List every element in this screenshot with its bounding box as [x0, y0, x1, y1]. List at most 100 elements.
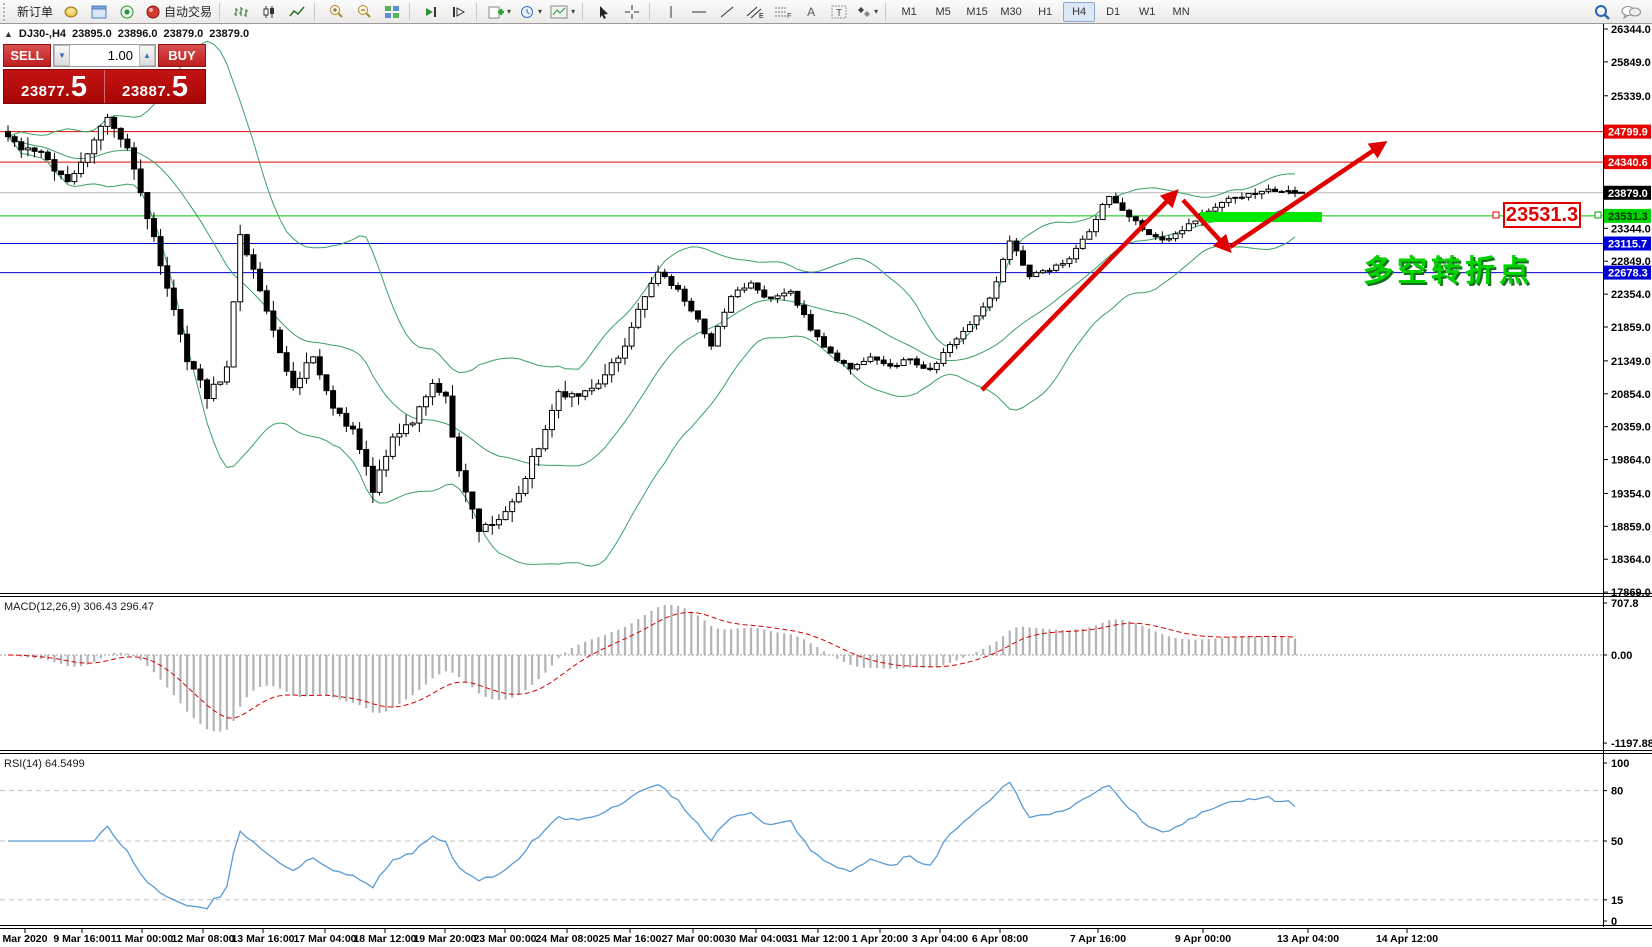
tf-button-M30[interactable]: M30 [1000, 5, 1022, 18]
autotrading-button[interactable]: 自动交易 [141, 1, 216, 23]
zoom-in-button[interactable] [322, 1, 350, 23]
chat-icon [1621, 5, 1641, 19]
volume-value[interactable]: 1.00 [107, 48, 133, 63]
volume-decrease-button[interactable]: ▼ [54, 45, 70, 66]
svg-text:22678.3: 22678.3 [1608, 268, 1648, 280]
svg-text:Mar 2020: Mar 2020 [3, 933, 48, 945]
sell-price[interactable]: 23877. 5 [4, 70, 105, 103]
chat-button[interactable] [1616, 1, 1646, 23]
svg-text:24340.6: 24340.6 [1608, 157, 1648, 169]
bar-chart-icon [234, 6, 249, 17]
svg-text:13 Mar 16:00: 13 Mar 16:00 [231, 933, 294, 945]
ohlc-low: 23879.0 [163, 28, 204, 40]
svg-text:18364.0: 18364.0 [1611, 554, 1651, 566]
buy-price[interactable]: 23887. 5 [105, 70, 205, 103]
svg-text:18859.0: 18859.0 [1611, 521, 1651, 533]
tf-button-H1[interactable]: H1 [1038, 5, 1053, 18]
svg-text:50: 50 [1611, 836, 1623, 848]
macd-value-main: 306.43 [83, 601, 118, 613]
signal-button[interactable] [113, 1, 141, 23]
bar-chart-button[interactable] [227, 1, 255, 23]
tf-button-W1[interactable]: W1 [1138, 5, 1156, 18]
svg-text:707.8: 707.8 [1611, 598, 1639, 610]
svg-text:24799.9: 24799.9 [1608, 127, 1648, 139]
macd-pane [0, 605, 1603, 732]
candle-chart-button[interactable] [255, 1, 283, 23]
cursor-tool-button[interactable] [590, 1, 618, 23]
arrows-tool-button[interactable]: ▾ [853, 1, 882, 23]
svg-text:22354.0: 22354.0 [1611, 289, 1651, 301]
tile-windows-button[interactable] [378, 1, 406, 23]
svg-text:19 Mar 20:00: 19 Mar 20:00 [413, 933, 476, 945]
period-button[interactable]: ▾ [515, 1, 546, 23]
tf-button-M15[interactable]: M15 [966, 5, 988, 18]
autotrading-label: 自动交易 [164, 5, 213, 19]
autotrading-icon [146, 5, 160, 18]
svg-text:27 Mar 00:00: 27 Mar 00:00 [661, 933, 724, 945]
symbol-period: DJ30-,H4 [18, 28, 66, 40]
buy-price-main: 23887 [121, 83, 167, 100]
add-indicator-button[interactable]: ▾ [484, 1, 515, 23]
toolbar-separator [582, 2, 587, 21]
svg-text:20359.0: 20359.0 [1611, 422, 1651, 434]
deposit-button[interactable] [57, 1, 85, 23]
tf-button-D1[interactable]: D1 [1106, 5, 1121, 18]
svg-text:24 Mar 08:00: 24 Mar 08:00 [535, 933, 598, 945]
zoom-out-button[interactable] [350, 1, 378, 23]
new-order-button[interactable]: 新订单 [13, 1, 57, 23]
hline-tool-button[interactable] [685, 1, 713, 23]
market-watch-button[interactable] [85, 1, 113, 23]
svg-text:23115.7: 23115.7 [1608, 239, 1647, 251]
tf-button-M1[interactable]: M1 [901, 5, 917, 18]
crosshair-tool-button[interactable] [618, 1, 646, 23]
template-button[interactable]: ▾ [546, 1, 579, 23]
auto-scroll-button[interactable] [417, 1, 445, 23]
toolbar-separator [314, 2, 319, 21]
svg-text:21859.0: 21859.0 [1611, 322, 1651, 334]
svg-text:14 Apr 12:00: 14 Apr 12:00 [1376, 933, 1438, 945]
channel-tool-button[interactable]: E [741, 1, 769, 23]
label-tool-button[interactable]: T [825, 1, 853, 23]
fibonacci-tool-button[interactable]: F [769, 1, 797, 23]
text-tool-button[interactable]: A [797, 1, 825, 23]
sell-button[interactable]: SELL [3, 44, 51, 67]
add-indicator-icon [488, 6, 505, 18]
tile-windows-icon [385, 5, 400, 18]
svg-text:25339.0: 25339.0 [1611, 91, 1651, 103]
main-toolbar: 新订单 自动交易 ▾ ▾ [0, 0, 1652, 24]
sell-button-label: SELL [10, 48, 44, 63]
svg-text:22849.0: 22849.0 [1611, 256, 1651, 268]
price-callout-box[interactable]: 23531.3 [1503, 202, 1581, 228]
tf-button-H4[interactable]: H4 [1063, 1, 1096, 22]
trendline-icon [720, 6, 734, 17]
volume-increase-button[interactable]: ▲ [139, 45, 155, 66]
line-chart-icon [289, 6, 305, 16]
buy-button[interactable]: BUY [158, 44, 206, 67]
vline-tool-button[interactable] [657, 1, 685, 23]
trendline-tool-button[interactable] [713, 1, 741, 23]
collapse-one-click-icon[interactable]: ▲ [4, 29, 13, 39]
tf-button-M5[interactable]: M5 [935, 5, 951, 18]
search-button[interactable] [1588, 1, 1616, 23]
clock-icon [521, 5, 534, 18]
pane-frame [0, 24, 1652, 947]
cursor-icon [600, 5, 609, 19]
svg-text:7 Apr 16:00: 7 Apr 16:00 [1070, 933, 1126, 945]
tf-button-MN[interactable]: MN [1172, 5, 1190, 18]
svg-text:12 Mar 08:00: 12 Mar 08:00 [171, 933, 234, 945]
chart-shift-button[interactable] [445, 1, 473, 23]
svg-text:17869.0: 17869.0 [1611, 587, 1651, 599]
buy-price-big-digit: 5 [171, 71, 189, 103]
toolbar-separator [476, 2, 481, 21]
new-order-label: 新订单 [17, 5, 54, 19]
svg-text:-1197.88: -1197.88 [1611, 738, 1652, 750]
line-chart-button[interactable] [283, 1, 311, 23]
svg-text:19864.0: 19864.0 [1611, 455, 1651, 467]
sell-price-dot: . [65, 83, 70, 100]
dropdown-caret: ▾ [874, 7, 879, 16]
toolbar-separator [885, 2, 890, 21]
svg-text:25849.0: 25849.0 [1611, 57, 1651, 69]
buy-price-dot: . [166, 83, 171, 100]
toolbar-right-group [1588, 1, 1646, 23]
